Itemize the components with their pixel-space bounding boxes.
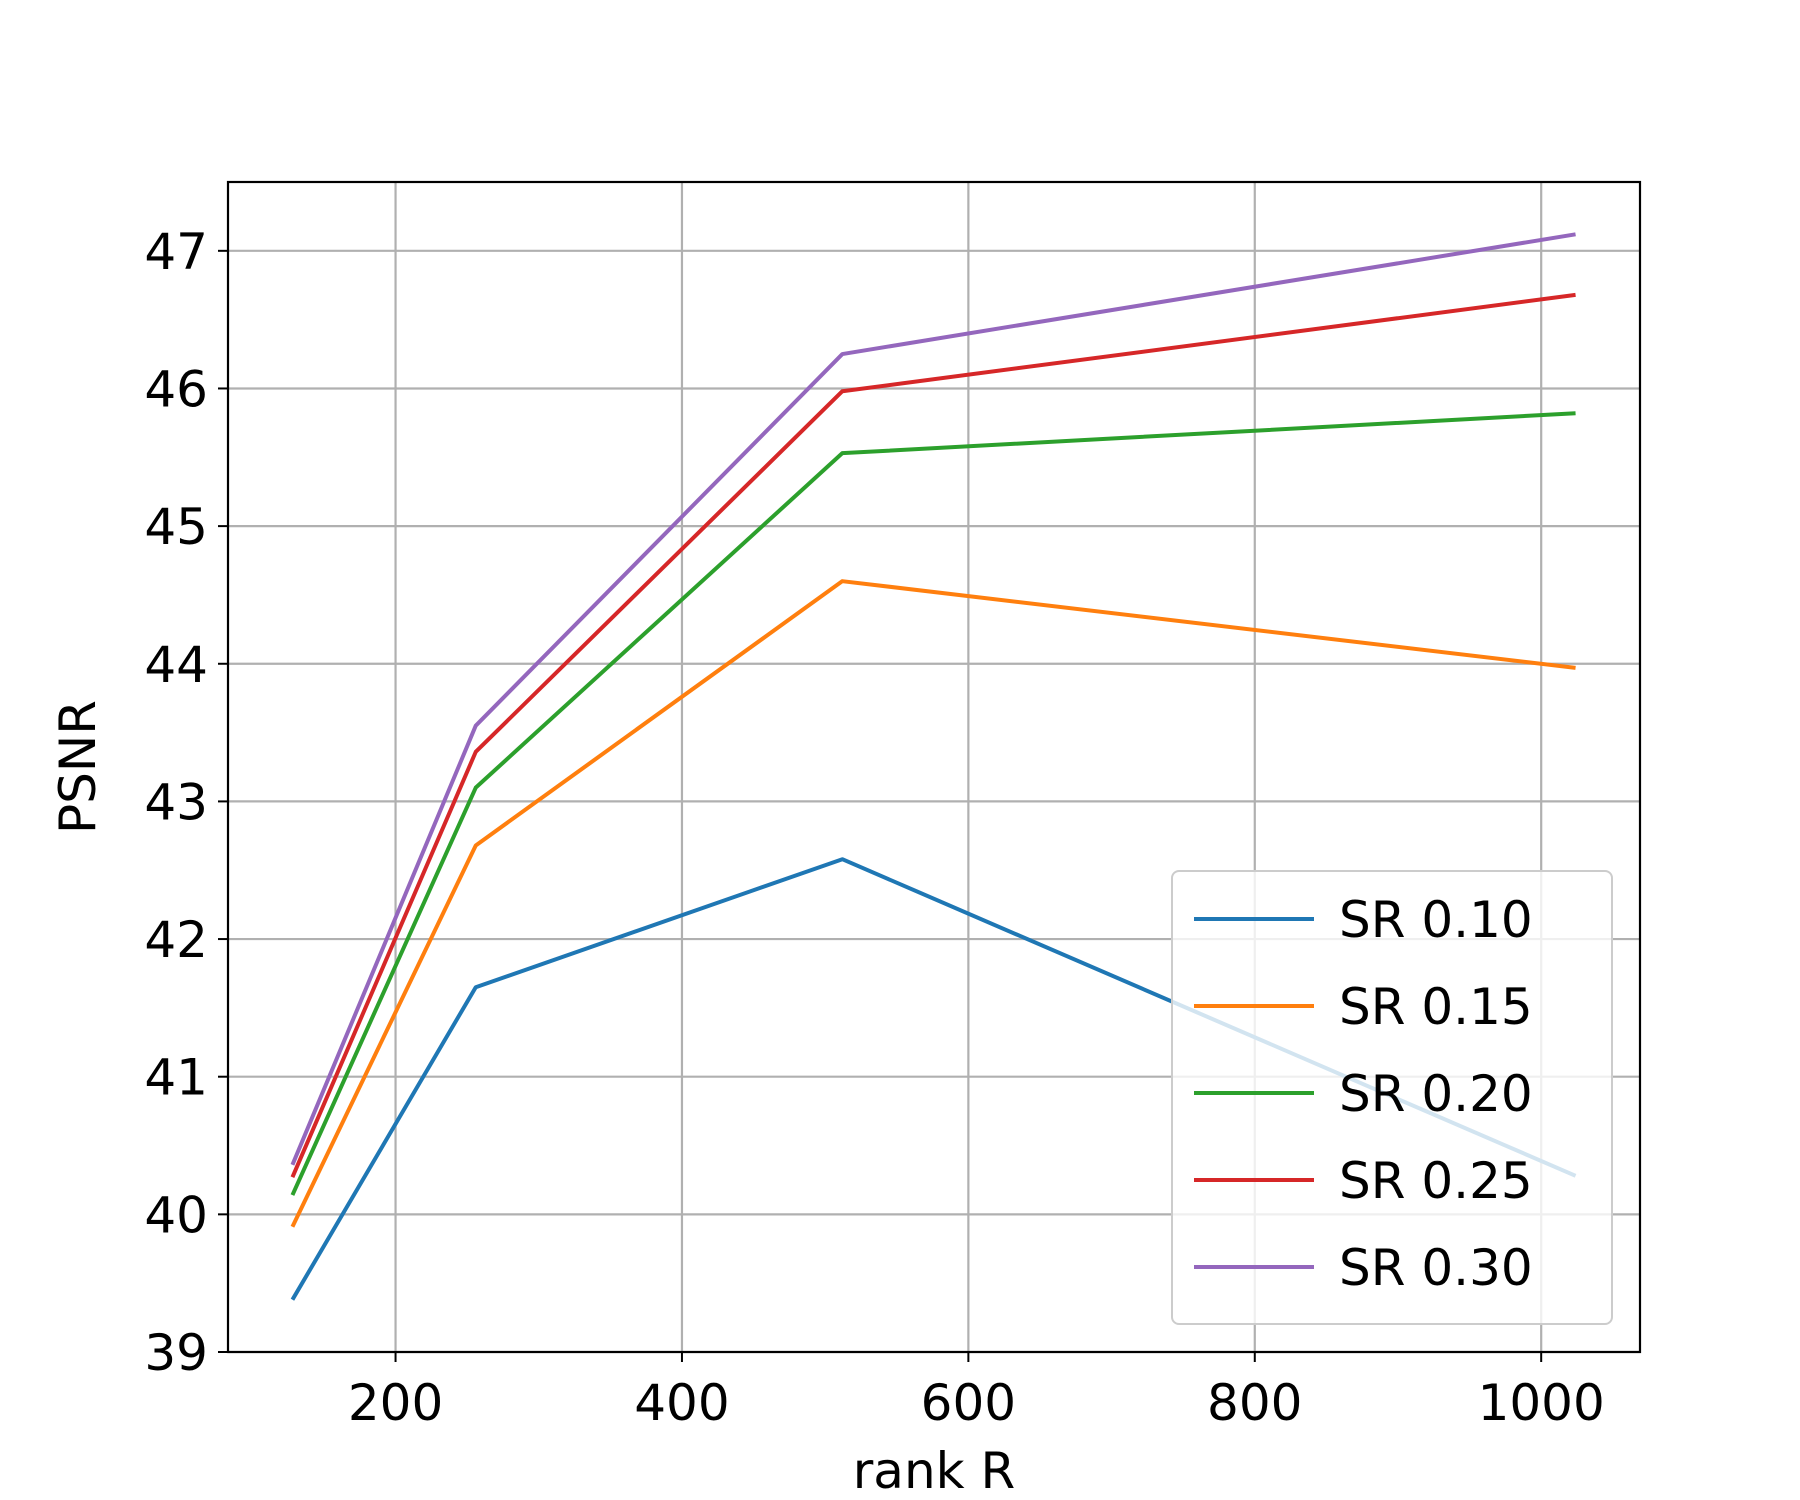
x-tick-label: 600 [921,1374,1016,1432]
series-lines [290,232,1577,1301]
legend-box [1171,870,1613,1325]
y-tick-label: 44 [144,636,208,694]
legend-label: SR 0.10 [1339,891,1533,949]
series-line-5 [290,232,1576,1166]
y-tick-label: 45 [144,498,208,556]
legend-label: SR 0.20 [1339,1065,1533,1123]
legend-label: SR 0.25 [1339,1152,1533,1210]
series-line-4 [290,292,1576,1178]
y-tick-label: 41 [144,1049,208,1107]
grid [228,182,1640,1354]
x-tick-label: 200 [348,1374,443,1432]
y-tick-label: 47 [144,223,208,281]
axis-ticks: 200 400 600 800 1000 39 40 41 42 43 44 45 46 47 [144,223,1604,1432]
x-axis-title: rank R [853,1442,1015,1500]
legend-label: SR 0.15 [1339,978,1533,1036]
y-tick-label: 42 [144,911,208,969]
series-line-2 [290,579,1576,1228]
y-tick-label: 39 [144,1324,208,1382]
x-tick-label: 800 [1207,1374,1302,1432]
y-tick-label: 40 [144,1186,208,1244]
x-tick-label: 400 [634,1374,729,1432]
y-tick-label: 43 [144,773,208,831]
legend-label: SR 0.30 [1339,1239,1533,1297]
series-line-3 [290,411,1576,1196]
plot-frame [226,180,1642,1354]
x-tick-label: 1000 [1478,1374,1605,1432]
legend: SR 0.10 SR 0.15 SR 0.20 SR 0.25 SR 0.30 [1171,870,1613,1325]
y-axis-title: PSNR [49,700,107,834]
y-tick-label: 46 [144,360,208,418]
